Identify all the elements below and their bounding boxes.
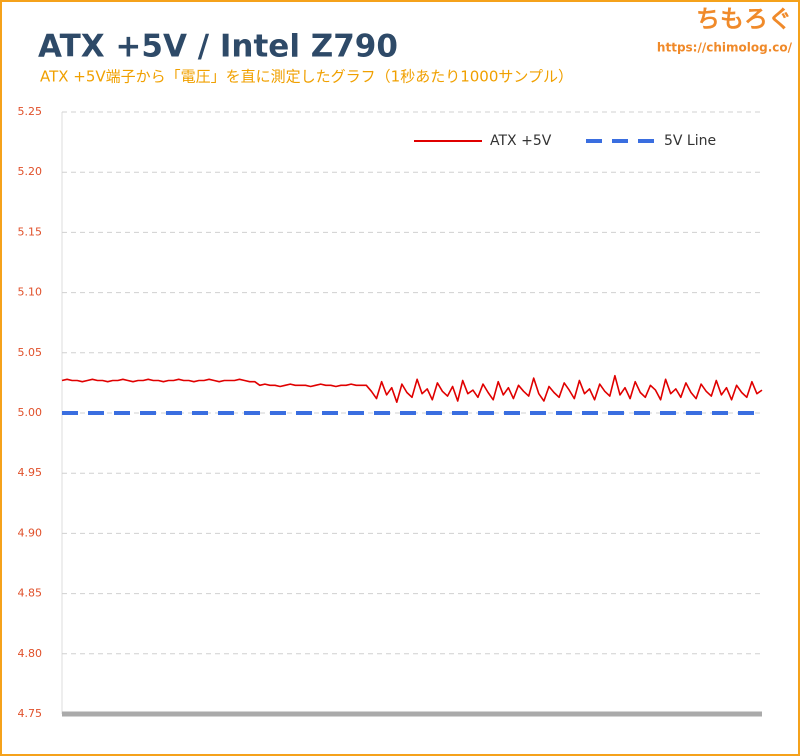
- y-tick-label: 4.85: [18, 587, 43, 600]
- y-tick-label: 5.10: [18, 286, 43, 299]
- y-tick-label: 4.95: [18, 466, 43, 479]
- legend-label: ATX +5V: [490, 133, 552, 149]
- y-tick-label: 5.15: [18, 225, 43, 238]
- y-tick-label: 4.90: [18, 526, 43, 539]
- y-tick-label: 5.00: [18, 406, 43, 419]
- chart-title: ATX +5V / Intel Z790: [38, 29, 398, 65]
- y-tick-label: 5.25: [18, 105, 43, 118]
- watermark-url: https://chimolog.co/: [657, 41, 793, 55]
- legend-label: 5V Line: [664, 133, 716, 149]
- y-tick-label: 4.75: [18, 707, 43, 720]
- y-tick-label: 5.05: [18, 346, 43, 359]
- y-tick-label: 4.80: [18, 647, 43, 660]
- chart-subtitle: ATX +5V端子から「電圧」を直に測定したグラフ（1秒あたり1000サンプル）: [40, 68, 573, 86]
- series-line: [61, 374, 763, 403]
- watermark: ちもろぐ: [696, 5, 792, 33]
- y-tick-label: 5.20: [18, 165, 43, 178]
